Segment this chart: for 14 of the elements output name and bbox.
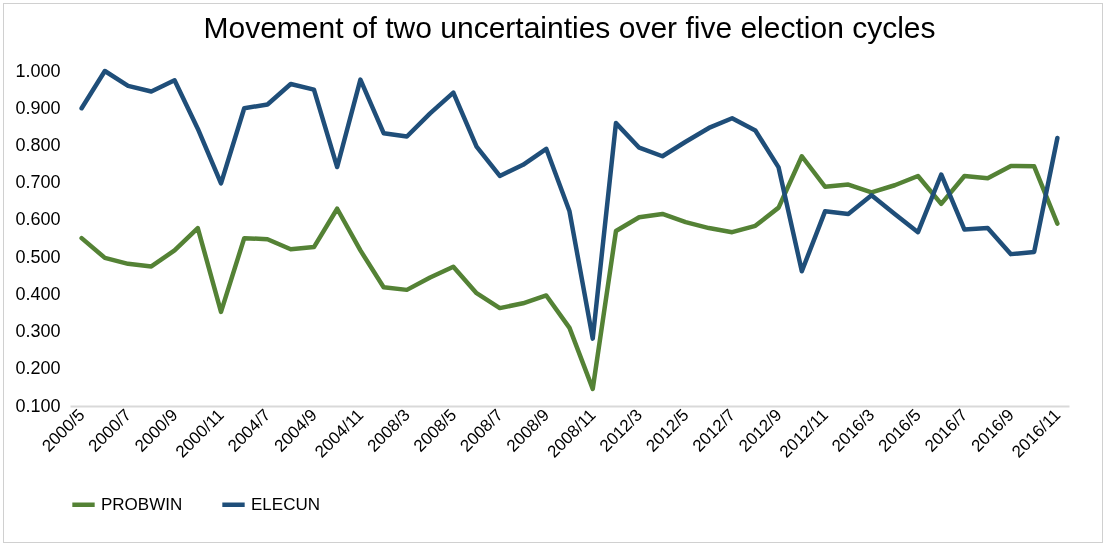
- chart-title: Movement of two uncertainties over five election cycles: [203, 11, 936, 44]
- y-tick-label: 0.800: [15, 134, 61, 155]
- y-tick-label: 0.400: [15, 283, 61, 304]
- line-series: [79, 68, 1060, 341]
- y-tick-label: 0.900: [15, 97, 61, 118]
- y-tick-label: 0.600: [15, 209, 61, 230]
- line-series: [79, 153, 1060, 392]
- y-tick-label: 1.000: [15, 60, 61, 81]
- y-tick-label: 0.700: [15, 172, 61, 193]
- y-tick-label: 0.500: [15, 246, 61, 267]
- y-tick-label: 0.300: [15, 321, 61, 342]
- legend-label: ELECUN: [251, 494, 320, 514]
- legend-label: PROBWIN: [101, 494, 183, 514]
- y-tick-label: 0.200: [15, 358, 61, 379]
